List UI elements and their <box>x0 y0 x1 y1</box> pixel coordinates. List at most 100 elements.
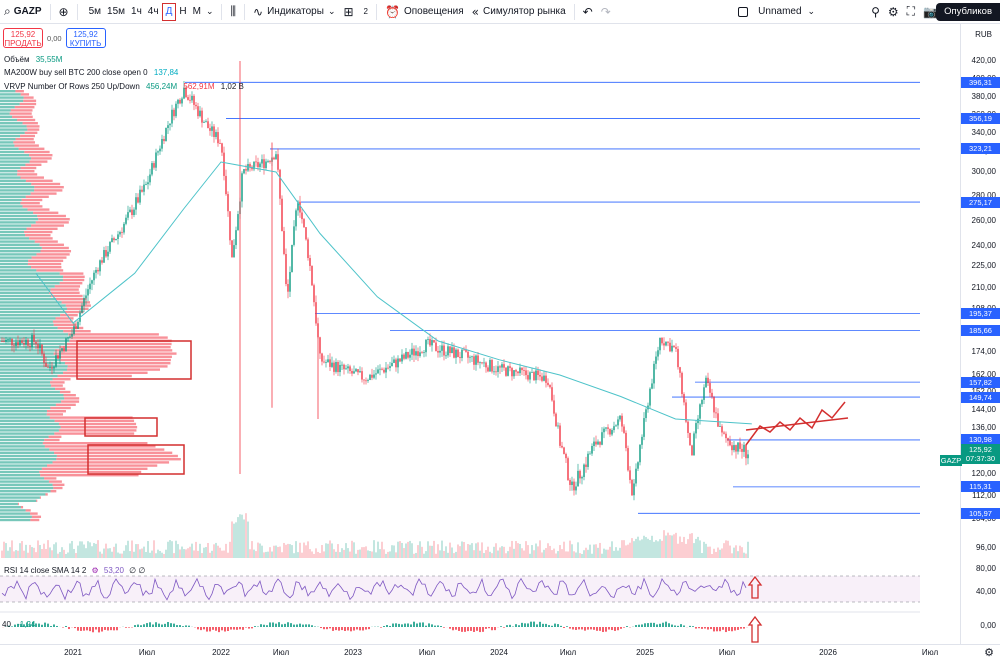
volume-profile-down-bar <box>64 310 84 314</box>
volume-bar <box>491 553 493 558</box>
volume-legend[interactable]: Объём 35,55M <box>4 55 62 64</box>
volume-profile-up-bar <box>0 426 61 429</box>
quick-search-button[interactable]: ⚲ <box>867 0 884 24</box>
candle-body <box>725 433 727 439</box>
oscillator-bar <box>479 627 481 633</box>
candle-body <box>731 445 733 451</box>
volume-profile-down-bar <box>50 381 65 384</box>
layout-name-button[interactable]: Unnamed ⌄ <box>734 0 819 24</box>
candle-body <box>155 152 157 168</box>
volume-bar <box>327 543 329 558</box>
oscillator-bar <box>320 627 322 629</box>
publish-button[interactable]: Опубликов <box>936 3 1000 21</box>
chart-canvas[interactable] <box>0 24 960 644</box>
volume-profile-up-bar <box>0 442 43 445</box>
oscillator-bar <box>533 621 535 627</box>
candle-body <box>321 353 323 362</box>
candle-body <box>77 321 79 329</box>
time-tick-label: Июл <box>418 648 436 657</box>
volume-bar <box>275 545 277 558</box>
timeframe-day[interactable]: Д <box>161 2 177 21</box>
chevron-down-icon[interactable]: ⌄ <box>205 6 214 17</box>
undo-button[interactable]: ↶ <box>579 0 597 24</box>
price-tick-label: 300,00 <box>971 167 996 176</box>
divider <box>76 3 78 20</box>
candle-body <box>657 350 659 357</box>
rsi-band <box>0 576 920 602</box>
volume-profile-up-bar <box>0 93 21 96</box>
candle-body <box>141 189 143 192</box>
price-scale[interactable]: 420,00400,00380,00360,00340,00320,00300,… <box>960 24 1000 644</box>
timeframe-month[interactable]: М <box>192 6 201 17</box>
rsi-settings-icon[interactable]: ⚙ <box>91 566 99 575</box>
candle-body <box>39 344 41 349</box>
rsi-legend[interactable]: RSI 14 close SMA 14 2 ⚙ 53,20 ∅ ∅ <box>4 566 145 575</box>
oscillator-bar <box>647 623 649 627</box>
redo-button[interactable]: ↷ <box>597 0 615 24</box>
gear-icon[interactable]: ⚙ <box>984 646 994 659</box>
alerts-button[interactable]: ⏰ Оповещения <box>381 0 468 24</box>
ma-legend-label: MA200W buy sell BTC 200 close open 0 <box>4 68 148 77</box>
volume-bar <box>689 533 691 558</box>
time-axis[interactable]: ⚙ 2021 Июл 2022 Июл 2023 Июл 2024 Июл 2025 Июл 202… <box>0 644 1000 660</box>
volume-bar <box>599 542 601 558</box>
candle-body <box>377 369 379 374</box>
candle-body <box>613 426 615 431</box>
volume-bar <box>651 535 653 558</box>
volume-profile-up-bar <box>0 490 51 493</box>
ma-legend[interactable]: MA200W buy sell BTC 200 close open 0 137… <box>4 68 178 77</box>
indicators-button[interactable]: ∿ Индикаторы ⌄ <box>249 0 339 24</box>
snapshot-button[interactable]: 📷 <box>919 0 942 24</box>
candle-body <box>557 425 559 427</box>
vrvp-legend[interactable]: VRVP Number Of Rows 250 Up/Down 456,24M … <box>4 82 244 91</box>
fullscreen-button[interactable]: ⛶ <box>903 0 919 24</box>
timeframe-week[interactable]: Н <box>179 6 187 17</box>
buy-button[interactable]: 125,92 КУПИТЬ <box>65 28 106 48</box>
volume-bar <box>345 543 347 558</box>
candle-body <box>93 272 95 281</box>
volume-bar <box>215 542 217 558</box>
replay-button[interactable]: « Симулятор рынка <box>468 0 570 24</box>
volume-bar <box>655 540 657 558</box>
annotation-rectangle <box>84 417 158 437</box>
compare-button[interactable]: ⊕ <box>55 0 73 24</box>
candle-body <box>335 362 337 372</box>
volume-profile-up-bar <box>0 237 30 240</box>
price-tick-label: 162,00 <box>971 370 996 379</box>
oscillator-bar <box>266 625 268 627</box>
timeframe-1h[interactable]: 1ч <box>131 6 142 17</box>
volume-bar <box>699 540 701 558</box>
symbol-search[interactable]: ⌕ GAZP <box>0 0 46 24</box>
candle-body <box>561 445 563 448</box>
sell-button[interactable]: 125,92 ПРОДАТЬ <box>3 28 43 48</box>
volume-bar <box>485 550 487 558</box>
volume-bar <box>23 550 25 558</box>
volume-bar <box>257 542 259 558</box>
timeframe-15m[interactable]: 15м <box>107 6 126 17</box>
candle-body <box>171 109 173 124</box>
chart-type-button[interactable]: ⫼ <box>226 0 240 24</box>
timeframe-5m[interactable]: 5м <box>88 6 102 17</box>
volume-profile-down-bar <box>25 195 49 198</box>
volume-profile-down-bar <box>20 176 44 179</box>
oscillator-bar <box>80 627 82 631</box>
volume-bar <box>629 542 631 558</box>
timeframe-4h[interactable]: 4ч <box>147 6 159 17</box>
oscillator-bar <box>413 621 415 627</box>
oscillator-bar <box>197 627 199 630</box>
oscillator-bar <box>659 623 661 627</box>
candle-body <box>163 138 165 142</box>
oscillator-bar <box>86 627 88 631</box>
settings-button[interactable]: ⚙ <box>884 0 903 24</box>
candle-body <box>345 368 347 370</box>
volume-bar <box>663 530 665 558</box>
volume-profile-down-bar <box>21 198 43 202</box>
currency-label[interactable]: RUB <box>975 30 992 39</box>
layouts-button[interactable]: ⊞ 2 <box>339 0 372 24</box>
oscillator-bar <box>14 624 16 627</box>
oscillator-bar <box>467 627 469 632</box>
volume-profile-up-bar <box>0 154 30 157</box>
osc-legend[interactable]: 40 -1,24 <box>2 620 35 629</box>
candle-body <box>451 347 453 353</box>
volume-bar <box>295 541 297 558</box>
